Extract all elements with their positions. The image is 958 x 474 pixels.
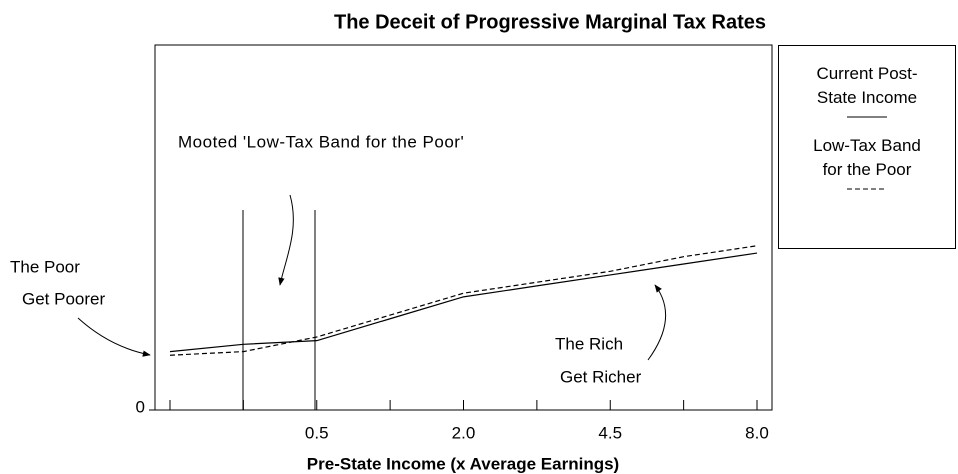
chart-title: The Deceit of Progressive Marginal Tax R… <box>334 11 766 33</box>
legend-label: Current Post-State Income <box>816 64 918 107</box>
x-tick-label: 4.5 <box>598 423 622 442</box>
series-line <box>169 245 758 356</box>
annotation: Get Richer <box>560 367 642 386</box>
arrow <box>278 194 294 286</box>
x-tick-label: 8.0 <box>745 423 769 442</box>
x-tick-label: 2.0 <box>452 423 476 442</box>
legend-swatch <box>847 188 887 190</box>
arrow <box>77 317 151 357</box>
x-axis-label: Pre-State Income (x Average Earnings) <box>307 454 619 473</box>
annotation: Get Poorer <box>22 289 105 308</box>
plot-frame <box>154 44 773 411</box>
legend-swatch <box>847 116 887 118</box>
legend-label: Low-Tax Band for the Poor <box>813 136 921 179</box>
legend: Current Post-State Income Low-Tax Band f… <box>778 45 956 249</box>
x-tick-label: 0.5 <box>305 423 329 442</box>
annotation: The Poor <box>10 257 80 276</box>
y-tick-label: 0 <box>136 397 145 416</box>
annotation: Mooted 'Low-Tax Band for the Poor' <box>178 132 464 151</box>
annotation: The Rich <box>555 334 623 353</box>
series-line <box>169 252 758 353</box>
arrow <box>647 284 666 361</box>
